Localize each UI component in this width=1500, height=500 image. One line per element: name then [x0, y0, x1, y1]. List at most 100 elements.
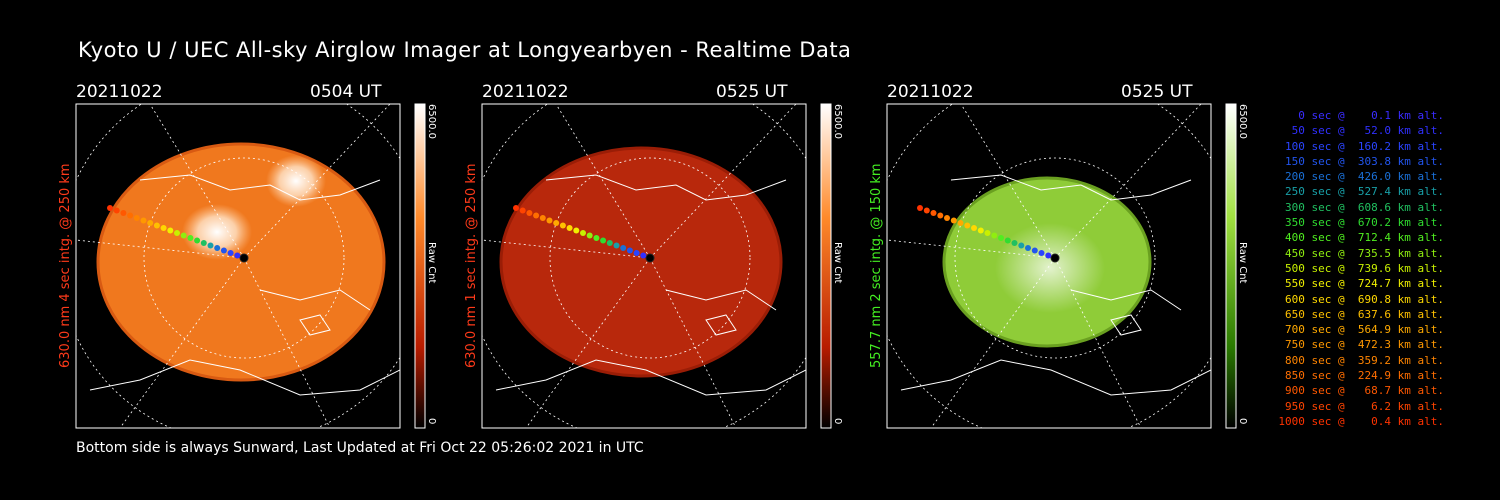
- trajectory-point: [227, 250, 234, 256]
- legend-row: 1000 sec @ 0.4 km alt.: [1278, 414, 1444, 428]
- trajectory-point: [606, 240, 613, 246]
- trajectory-point: [917, 205, 923, 211]
- trajectory-point: [964, 222, 971, 229]
- trajectory-point: [187, 235, 194, 241]
- trajectory-point: [950, 217, 957, 224]
- coastlines: [89, 174, 400, 396]
- trajectory-point: [633, 250, 640, 256]
- legend-row: 900 sec @ 68.7 km alt.: [1278, 384, 1444, 398]
- trajectory-point: [1025, 245, 1031, 251]
- trajectory-point: [1031, 247, 1038, 254]
- trajectory-point: [984, 230, 991, 236]
- trajectory-point: [107, 205, 113, 211]
- legend-row: 450 sec @ 735.5 km alt.: [1278, 246, 1444, 260]
- legend-row: 550 sec @ 724.7 km alt.: [1278, 277, 1444, 291]
- coastlines: [495, 174, 806, 396]
- legend-row: 150 sec @ 303.8 km alt.: [1278, 154, 1444, 168]
- legend-row: 350 sec @ 670.2 km alt.: [1278, 216, 1444, 230]
- trajectory-point: [1004, 237, 1011, 244]
- trajectory-point: [1038, 250, 1045, 256]
- trajectory-point: [559, 222, 566, 229]
- panel-frame: [75, 103, 401, 429]
- trajectory-point: [526, 210, 533, 216]
- panel-time: 0525 UT: [1121, 82, 1193, 102]
- grid-lines: [887, 104, 1211, 428]
- trajectory-point: [194, 237, 201, 244]
- panel-time: 0504 UT: [310, 82, 382, 102]
- sky-disk: [499, 146, 783, 378]
- trajectory-point: [546, 217, 553, 224]
- trajectory-point: [239, 253, 249, 263]
- trajectory-legend: 0 sec @ 0.1 km alt. 50 sec @ 52.0 km alt…: [1262, 108, 1444, 429]
- trajectory-point: [113, 207, 120, 214]
- legend-row: 650 sec @ 637.6 km alt.: [1278, 307, 1444, 321]
- trajectory-point: [553, 220, 560, 226]
- trajectory-point: [923, 207, 930, 214]
- legend-row: 800 sec @ 359.2 km alt.: [1278, 353, 1444, 367]
- trajectory-point: [998, 235, 1004, 241]
- panel-frame: [481, 103, 807, 429]
- trajectory-point: [160, 225, 167, 231]
- trajectory-point: [120, 210, 127, 216]
- trajectory-point: [513, 205, 519, 211]
- panel-1-image: [76, 104, 400, 428]
- aurora-patch: [266, 155, 326, 207]
- trajectory-point: [930, 210, 937, 216]
- trajectory-point: [971, 225, 977, 231]
- legend-row: 750 sec @ 472.3 km alt.: [1278, 338, 1444, 352]
- sky-disk: [96, 142, 386, 382]
- colorbar: [820, 103, 832, 429]
- trajectory-point: [566, 225, 573, 231]
- legend-row: 500 sec @ 739.6 km alt.: [1278, 261, 1444, 275]
- trajectory-point: [1018, 242, 1025, 249]
- legend-row: 50 sec @ 52.0 km alt.: [1278, 124, 1444, 138]
- panel-time: 0525 UT: [716, 82, 788, 102]
- trajectory-point: [593, 235, 600, 241]
- grid-lines: [76, 104, 400, 428]
- trajectory-point: [147, 220, 154, 226]
- grid-lines: [482, 104, 806, 428]
- legend-row: 100 sec @ 160.2 km alt.: [1278, 139, 1444, 153]
- trajectory-point: [1045, 252, 1052, 259]
- trajectory-point: [1050, 253, 1060, 263]
- trajectory-point: [167, 227, 174, 234]
- trajectory-point: [133, 215, 140, 221]
- colorbar: [1225, 103, 1237, 429]
- trajectory-point: [234, 252, 241, 259]
- trajectory-point: [573, 227, 580, 234]
- legend-row: 600 sec @ 690.8 km alt.: [1278, 292, 1444, 306]
- trajectory-point: [200, 240, 207, 246]
- legend-row: 850 sec @ 224.9 km alt.: [1278, 369, 1444, 383]
- trajectory-point: [600, 237, 607, 244]
- trajectory-point: [533, 212, 540, 219]
- trajectory-point: [640, 252, 647, 259]
- colorbar: [414, 103, 426, 429]
- trajectory-point: [937, 212, 944, 219]
- aurora-patch: [182, 204, 252, 260]
- trajectory-point: [586, 232, 593, 239]
- trajectory-point: [220, 247, 227, 254]
- trajectory-point: [539, 215, 546, 221]
- trajectory-point: [127, 212, 134, 219]
- trajectory-point: [991, 232, 998, 239]
- footer-status: Bottom side is always Sunward, Last Upda…: [76, 440, 644, 456]
- trajectory-point: [957, 220, 964, 226]
- panel-date: 20211022: [76, 82, 163, 102]
- trajectory-point: [180, 232, 187, 239]
- page-title: Kyoto U / UEC All-sky Airglow Imager at …: [78, 38, 852, 62]
- trajectory-point: [580, 230, 586, 236]
- trajectory-point: [153, 222, 160, 229]
- legend-row: 700 sec @ 564.9 km alt.: [1278, 323, 1444, 337]
- trajectory-point: [620, 245, 627, 251]
- legend-row: 0 sec @ 0.1 km alt.: [1278, 109, 1444, 122]
- trajectory-point: [626, 247, 633, 254]
- trajectory-point: [1011, 240, 1018, 246]
- legend-row: 200 sec @ 426.0 km alt.: [1278, 170, 1444, 184]
- legend-row: 950 sec @ 6.2 km alt.: [1278, 399, 1444, 413]
- panel-date: 20211022: [482, 82, 569, 102]
- trajectory-point: [174, 230, 180, 236]
- trajectory-point: [214, 245, 221, 251]
- trajectory-point: [140, 217, 147, 224]
- trajectory-point: [519, 207, 526, 214]
